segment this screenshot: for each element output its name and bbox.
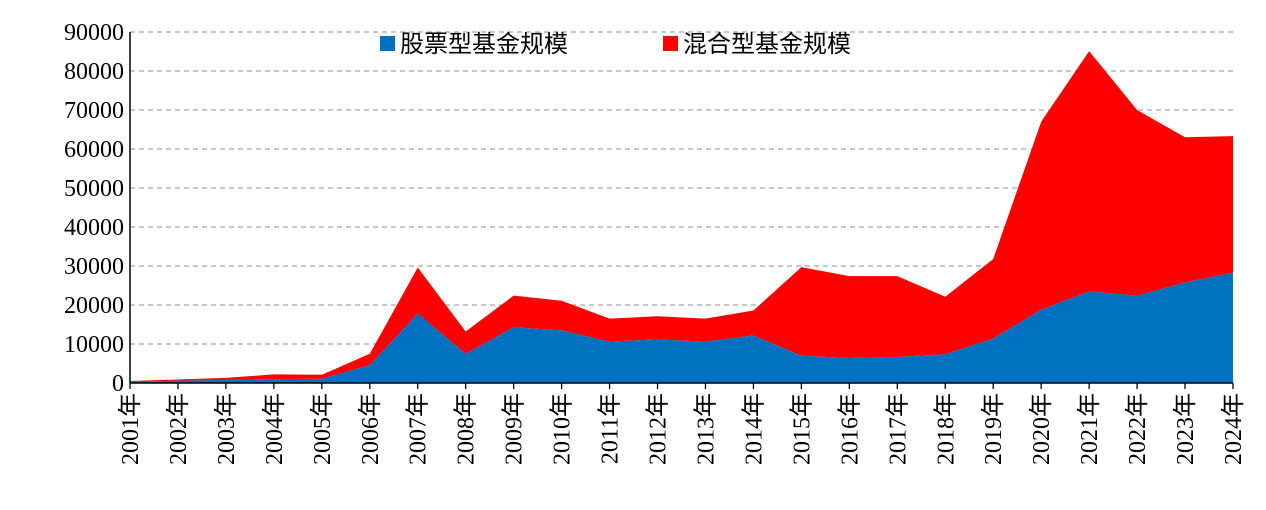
y-tick-label: 80000 (64, 59, 124, 85)
x-tick-label: 2023年 (1172, 393, 1199, 465)
x-tick-label: 2005年 (309, 393, 336, 465)
y-tick-label: 70000 (64, 98, 124, 124)
y-tick-label: 30000 (64, 254, 124, 280)
x-tick-label: 2021年 (1076, 393, 1103, 465)
y-tick-label: 40000 (64, 215, 124, 241)
gridlines (130, 31, 1233, 345)
x-axis-ticks: 2001年 2002年 2003年 2004年 2005年 2006年 2007年 2008年… (117, 393, 1247, 465)
y-axis-ticks: 0 10000 20000 30000 40000 50000 60000 70000 8000… (64, 20, 124, 397)
x-tick-label: 2010年 (549, 393, 576, 465)
series-area-1 (130, 272, 1233, 383)
x-tick-label: 2011年 (597, 393, 624, 464)
plot-areas (130, 51, 1233, 383)
y-tick-label: 20000 (64, 293, 124, 319)
x-tick-label: 2006年 (357, 393, 384, 465)
x-tick-label: 2022年 (1124, 393, 1151, 465)
x-tick-label: 2020年 (1028, 393, 1055, 465)
y-tick-label: 50000 (64, 176, 124, 202)
y-tick-label: 10000 (64, 332, 124, 358)
x-tick-label: 2017年 (884, 393, 911, 465)
series-area-2 (130, 51, 1233, 382)
x-tick-label: 2018年 (932, 393, 959, 465)
x-tick-label: 2014年 (740, 393, 767, 465)
x-tick-label: 2002年 (165, 393, 192, 465)
x-tick-label: 2012年 (645, 393, 672, 465)
x-tick-label: 2016年 (836, 393, 863, 465)
legend-label: 股票型基金规模 (400, 30, 568, 58)
x-tick-label: 2001年 (117, 393, 144, 465)
x-tick-label: 2015年 (788, 393, 815, 465)
legend-swatch (663, 36, 678, 51)
x-tick-label: 2019年 (980, 393, 1007, 465)
x-tick-label: 2003年 (213, 393, 240, 465)
x-tick-label: 2013年 (692, 393, 719, 465)
legend: 股票型基金规模 混合型基金规模 (380, 30, 851, 58)
x-tick-label: 2004年 (261, 393, 288, 465)
x-tick-label: 2009年 (501, 393, 528, 465)
y-tick-label: 60000 (64, 137, 124, 163)
axes (129, 32, 1234, 389)
x-tick-label: 2007年 (405, 393, 432, 465)
x-tick-label: 2008年 (453, 393, 480, 465)
legend-swatch (380, 36, 395, 51)
x-tick-label: 2024年 (1220, 393, 1247, 465)
y-tick-label: 90000 (64, 20, 124, 46)
y-tick-label: 0 (112, 371, 124, 397)
legend-label: 混合型基金规模 (683, 30, 851, 58)
